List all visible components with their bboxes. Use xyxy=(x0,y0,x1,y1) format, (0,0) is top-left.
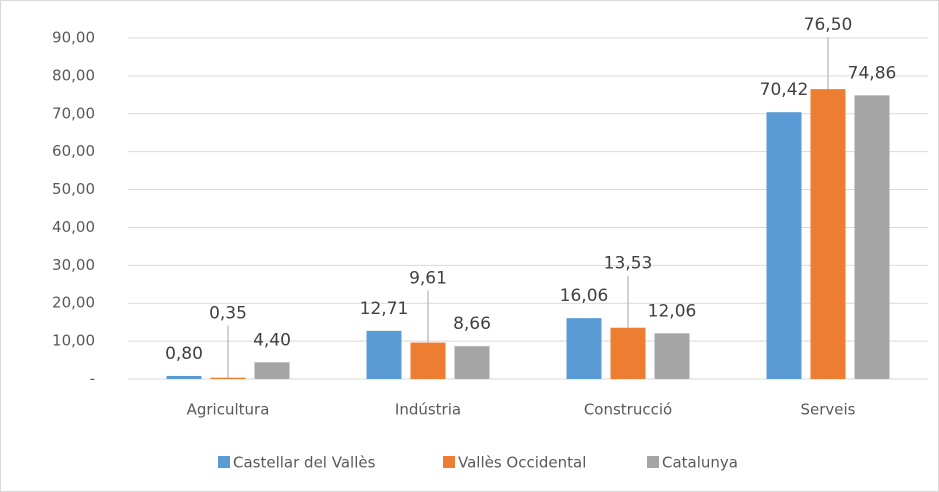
bar xyxy=(810,89,846,380)
data-label: 70,42 xyxy=(760,80,809,100)
x-tick-label: Serveis xyxy=(800,401,855,419)
data-label: 8,66 xyxy=(453,314,491,334)
y-tick-label: 50,00 xyxy=(52,180,95,198)
y-tick-label: - xyxy=(90,370,95,388)
data-label: 0,80 xyxy=(165,344,203,364)
y-tick-label: 70,00 xyxy=(52,104,95,122)
legend-swatch xyxy=(443,456,455,468)
bar xyxy=(854,95,890,380)
x-tick-label: Construcció xyxy=(584,401,672,419)
legend-label: Catalunya xyxy=(662,454,738,472)
legend-swatch xyxy=(218,456,230,468)
legend-swatch xyxy=(647,456,659,468)
y-tick-label: 20,00 xyxy=(52,294,95,312)
y-tick-label: 60,00 xyxy=(52,142,95,160)
data-label: 9,61 xyxy=(409,269,447,289)
data-label: 4,40 xyxy=(253,330,291,350)
y-tick-label: 10,00 xyxy=(52,332,95,350)
bar xyxy=(210,377,246,379)
data-label: 13,53 xyxy=(604,254,653,274)
data-label: 0,35 xyxy=(209,304,247,324)
y-tick-label: 90,00 xyxy=(52,29,95,47)
bar xyxy=(254,362,290,379)
bar xyxy=(166,375,202,379)
bar xyxy=(454,346,490,379)
x-tick-label: Indústria xyxy=(395,401,461,419)
legend-label: Vallès Occidental xyxy=(458,454,586,472)
y-tick-label: 80,00 xyxy=(52,66,95,84)
bar xyxy=(366,330,402,379)
legend-label: Castellar del Vallès xyxy=(233,454,376,472)
bar xyxy=(766,112,802,379)
data-label: 74,86 xyxy=(848,63,897,83)
data-label: 76,50 xyxy=(804,15,853,35)
bar xyxy=(566,318,602,379)
bar xyxy=(410,342,446,379)
bar xyxy=(654,333,690,379)
y-tick-label: 30,00 xyxy=(52,256,95,274)
data-label: 12,06 xyxy=(648,301,697,321)
data-label: 12,71 xyxy=(360,299,409,319)
data-label: 16,06 xyxy=(560,286,609,306)
bar xyxy=(610,327,646,379)
y-tick-label: 40,00 xyxy=(52,218,95,236)
x-tick-label: Agricultura xyxy=(187,401,270,419)
